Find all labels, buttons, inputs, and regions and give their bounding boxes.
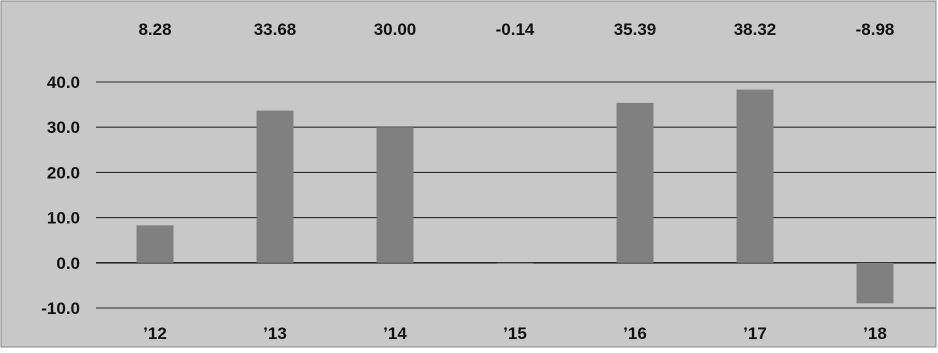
x-category-label: ’18 bbox=[863, 324, 887, 343]
value-labels: 8.28 33.68 30.00 -0.14 35.39 38.32 -8.98 bbox=[138, 20, 894, 39]
bar bbox=[616, 102, 654, 263]
bar bbox=[856, 262, 894, 304]
data-label: 33.68 bbox=[254, 20, 297, 39]
x-axis-categories: ’12 ’13 ’14 ’15 ’16 ’17 ’18 bbox=[143, 324, 887, 343]
y-tick-label: 40.0 bbox=[47, 73, 80, 92]
x-category-label: ’14 bbox=[383, 324, 407, 343]
data-label: 8.28 bbox=[138, 20, 171, 39]
y-axis-ticks: 40.0 30.0 20.0 10.0 0.0 -10.0 bbox=[41, 73, 80, 318]
data-label: 35.39 bbox=[614, 20, 657, 39]
y-tick-label: 0.0 bbox=[56, 254, 80, 273]
y-tick-label: -10.0 bbox=[41, 299, 80, 318]
data-label: -8.98 bbox=[856, 20, 895, 39]
x-category-label: ’16 bbox=[623, 324, 647, 343]
bar bbox=[376, 127, 414, 263]
y-tick-label: 20.0 bbox=[47, 163, 80, 182]
data-label: 30.00 bbox=[374, 20, 417, 39]
bar bbox=[496, 262, 534, 264]
y-tick-label: 10.0 bbox=[47, 209, 80, 228]
x-category-label: ’15 bbox=[503, 324, 527, 343]
bar bbox=[736, 89, 774, 263]
bar bbox=[256, 110, 294, 263]
data-label: -0.14 bbox=[496, 20, 535, 39]
data-label: 38.32 bbox=[734, 20, 777, 39]
y-tick-label: 30.0 bbox=[47, 118, 80, 137]
x-category-label: ’17 bbox=[743, 324, 767, 343]
bar bbox=[136, 225, 174, 263]
bars bbox=[136, 89, 894, 304]
x-category-label: ’13 bbox=[263, 324, 287, 343]
x-category-label: ’12 bbox=[143, 324, 167, 343]
